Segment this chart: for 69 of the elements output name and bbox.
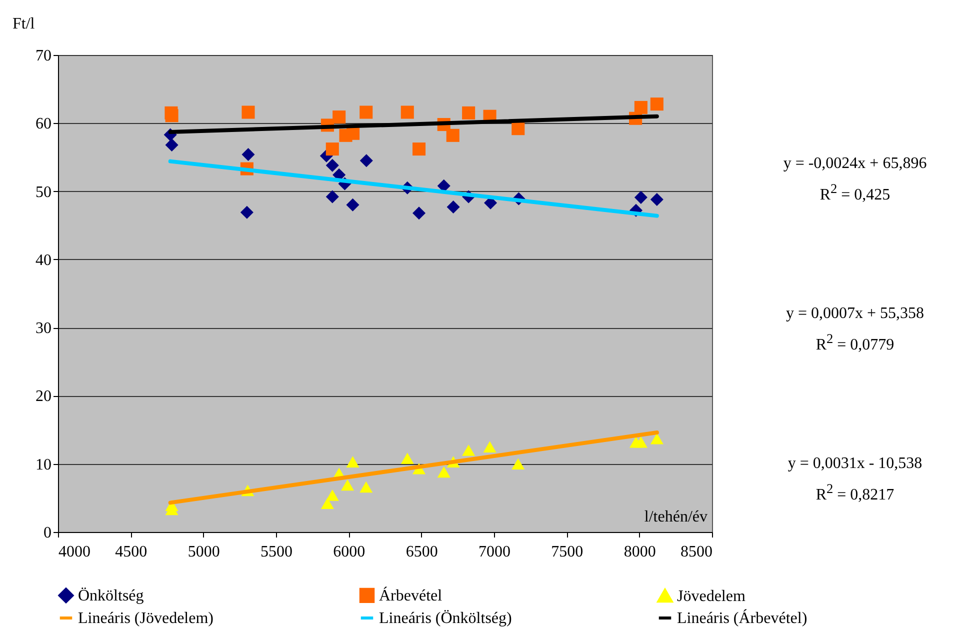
legend-label: Lineáris (Jövedelem) (78, 610, 214, 627)
point (412, 142, 426, 156)
point (634, 436, 648, 448)
point (326, 190, 339, 204)
x-tick-label: 5500 (260, 544, 292, 560)
point (650, 98, 664, 111)
x-tick-label: 4000 (58, 544, 90, 560)
point (360, 106, 373, 119)
point (320, 498, 334, 510)
text: y = 0,0007x + 55,358 (784, 305, 926, 323)
legend-label: Lineáris (Árbevétel) (677, 609, 808, 627)
point (242, 106, 255, 119)
x-tick-label: 7000 (478, 544, 510, 560)
point (512, 458, 525, 470)
legend-label: Jövedelem (677, 588, 746, 605)
point (437, 466, 450, 478)
text: y = -0,0024x + 65,896 (782, 155, 928, 173)
point (483, 441, 496, 452)
y-tick-label: 40 (36, 252, 52, 269)
legend-label: Önköltség (78, 587, 144, 604)
point (340, 479, 354, 491)
point (462, 106, 476, 120)
x-tick-label: 8000 (624, 544, 656, 560)
point (332, 110, 346, 124)
legend-label: Árbevétel (379, 586, 443, 604)
point (400, 452, 414, 464)
point (346, 126, 360, 140)
x-axis-title: l/tehén/év (644, 508, 708, 526)
point (165, 109, 178, 122)
point (437, 179, 450, 192)
point (240, 206, 254, 219)
point (165, 138, 178, 152)
point (360, 481, 373, 493)
point (326, 142, 339, 156)
legend-label: Lineáris (Önköltség) (379, 610, 512, 627)
point (634, 100, 648, 114)
point (326, 158, 339, 172)
point (462, 444, 476, 456)
point (446, 128, 460, 142)
y-axis-title: Ft/l (12, 16, 36, 32)
x-tick-label: 5000 (188, 544, 220, 560)
x-tick-label: 6500 (406, 544, 438, 560)
point (326, 490, 339, 501)
point (412, 206, 426, 220)
point (446, 200, 460, 214)
point (346, 198, 360, 212)
point (346, 456, 360, 468)
text: R$^{2}$ = 0,0779 (814, 331, 896, 354)
point (512, 122, 525, 136)
y-tick-label: 10 (36, 456, 52, 474)
point (650, 192, 664, 206)
y-tick-label: 60 (36, 116, 52, 133)
x-tick-label: 6000 (333, 544, 366, 560)
text: y = 0,0031x - 10,538 (786, 455, 924, 473)
x-tick-label: 4500 (115, 544, 148, 560)
x-tick-label: 7500 (551, 544, 584, 560)
text: R$^{2}$ = 0,8217 (814, 481, 896, 504)
y-tick-label: 0 (44, 524, 52, 542)
point (400, 106, 414, 119)
y-tick-label: 50 (36, 184, 52, 201)
text: R$^{2}$ = 0,425 (818, 181, 892, 204)
y-tick-label: 20 (36, 388, 52, 406)
point (242, 148, 255, 162)
point (360, 154, 373, 168)
x-tick-label: 8500 (680, 544, 712, 560)
point (650, 433, 664, 444)
point (634, 190, 648, 204)
y-tick-label: 70 (36, 48, 52, 64)
y-tick-label: 30 (36, 320, 52, 338)
